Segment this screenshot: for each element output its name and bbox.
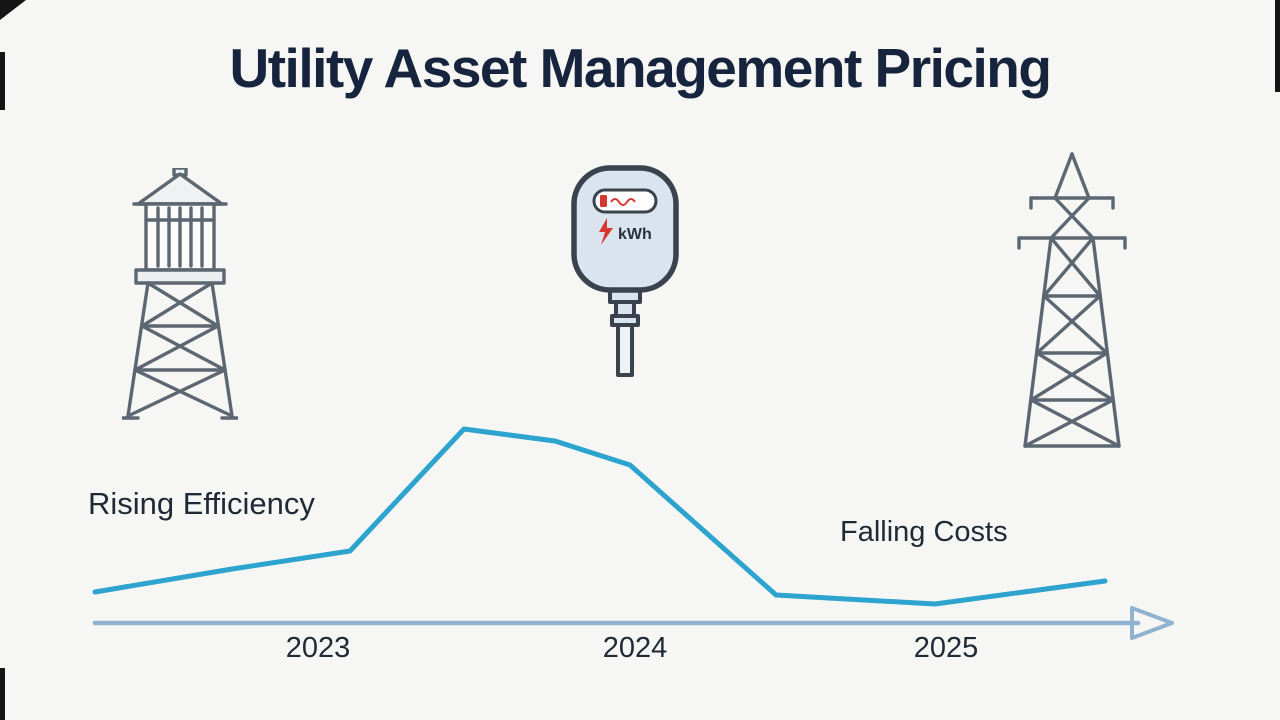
meter-display-label: kWh	[618, 226, 652, 243]
meter-display-mark	[600, 195, 607, 207]
water-tower-icon	[122, 168, 238, 432]
page-title: Utility Asset Management Pricing	[229, 37, 1053, 99]
annotation-falling-costs: Falling Costs	[840, 516, 1008, 548]
edge-artifact-top-right	[1275, 0, 1280, 92]
x-tick-label-2025: 2025	[913, 632, 979, 664]
smart-meter-icon: kWh	[566, 162, 684, 382]
transmission-tower-svg	[1017, 152, 1127, 448]
smart-meter-svg: kWh	[571, 165, 679, 377]
edge-artifact-left	[0, 52, 5, 110]
meter-display-squiggle	[610, 198, 636, 206]
annotation-rising-efficiency: Rising Efficiency	[88, 486, 315, 521]
x-tick-label-2023: 2023	[285, 632, 351, 664]
water-tower-svg	[122, 168, 238, 420]
edge-artifact-bottom-left	[0, 668, 5, 720]
transmission-tower-icon	[1005, 148, 1140, 458]
x-tick-label-2024: 2024	[602, 632, 668, 664]
edge-artifact-top-left	[0, 0, 26, 20]
meter-bolt-icon	[599, 218, 613, 245]
x-axis-arrow-icon	[1130, 606, 1174, 640]
